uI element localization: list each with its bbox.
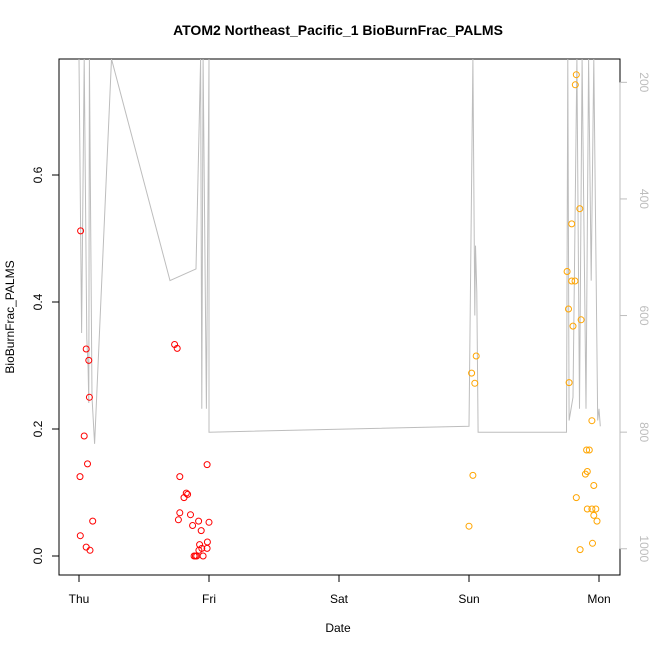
right-tick-label: 200	[637, 72, 650, 92]
data-point	[89, 517, 97, 525]
y-tick-label: 0.6	[31, 166, 45, 183]
data-point	[583, 446, 591, 454]
data-point	[572, 494, 580, 502]
data-point	[472, 352, 480, 360]
data-point	[590, 511, 598, 519]
data-point	[565, 305, 572, 313]
data-point	[187, 511, 194, 519]
data-point	[86, 546, 94, 554]
chart-title: ATOM2 Northeast_Pacific_1 BioBurnFrac_PA…	[173, 22, 503, 38]
data-point	[176, 473, 184, 481]
data-point	[189, 522, 197, 529]
x-tick-label: Sun	[458, 592, 479, 606]
y-tick-label: 0.2	[31, 420, 45, 437]
data-point	[197, 527, 205, 535]
right-axis: 200 400 600 800 1000	[619, 72, 650, 562]
data-point	[174, 516, 182, 524]
data-point	[85, 356, 93, 364]
data-point	[576, 546, 584, 554]
data-point	[569, 322, 577, 330]
right-tick-label: 1000	[637, 535, 650, 562]
data-point	[203, 538, 211, 546]
data-point	[576, 205, 584, 213]
data-point	[468, 369, 476, 377]
data-point	[184, 490, 192, 498]
y-axis: 0.0 0.2 0.4 0.6	[31, 166, 60, 564]
data-point	[205, 518, 213, 526]
right-tick-label: 800	[637, 422, 650, 442]
data-point	[203, 461, 211, 469]
y-axis-label: BioBurnFrac_PALMS	[3, 260, 17, 373]
data-point	[563, 268, 571, 275]
x-tick-label: Thu	[69, 592, 90, 606]
data-point	[203, 544, 211, 552]
plot-frame	[58, 58, 621, 576]
data-point	[191, 552, 199, 560]
data-point	[84, 460, 91, 468]
x-tick-label: Mon	[587, 592, 610, 606]
points-layer	[76, 71, 601, 560]
data-point	[581, 470, 589, 478]
y-tick-label: 0.4	[31, 293, 45, 310]
data-point	[199, 552, 207, 560]
right-tick-label: 600	[637, 306, 650, 326]
data-point	[469, 471, 477, 479]
data-point	[585, 446, 593, 454]
data-point	[77, 227, 85, 235]
x-tick-label: Sat	[330, 592, 349, 606]
x-axis: Thu Fri Sat Sun Mon	[69, 574, 611, 606]
data-point	[583, 505, 591, 513]
data-point	[571, 81, 579, 89]
pressure-line-layer	[78, 59, 601, 444]
data-point	[568, 220, 576, 228]
data-point	[173, 344, 181, 352]
data-point	[465, 522, 473, 530]
data-point	[195, 517, 203, 525]
right-tick-label: 400	[637, 189, 650, 209]
data-point	[588, 417, 596, 425]
data-point	[571, 277, 579, 285]
data-point	[82, 543, 90, 551]
x-tick-label: Fri	[202, 592, 216, 606]
y-tick-label: 0.0	[31, 547, 45, 564]
data-point	[577, 316, 585, 324]
data-point	[471, 379, 479, 387]
data-point	[85, 393, 93, 401]
data-point	[589, 539, 596, 547]
data-point	[76, 532, 84, 540]
data-point	[588, 505, 596, 513]
pressure-line	[78, 59, 601, 444]
data-point	[82, 345, 90, 353]
data-point	[565, 379, 573, 387]
data-point	[593, 517, 601, 525]
data-point	[180, 494, 188, 502]
data-point	[572, 71, 580, 79]
data-point	[176, 509, 184, 517]
data-point	[590, 482, 598, 489]
x-axis-label: Date	[325, 621, 351, 635]
data-point	[568, 277, 576, 285]
data-point	[80, 432, 88, 440]
data-point	[592, 505, 600, 513]
data-point	[76, 473, 84, 481]
